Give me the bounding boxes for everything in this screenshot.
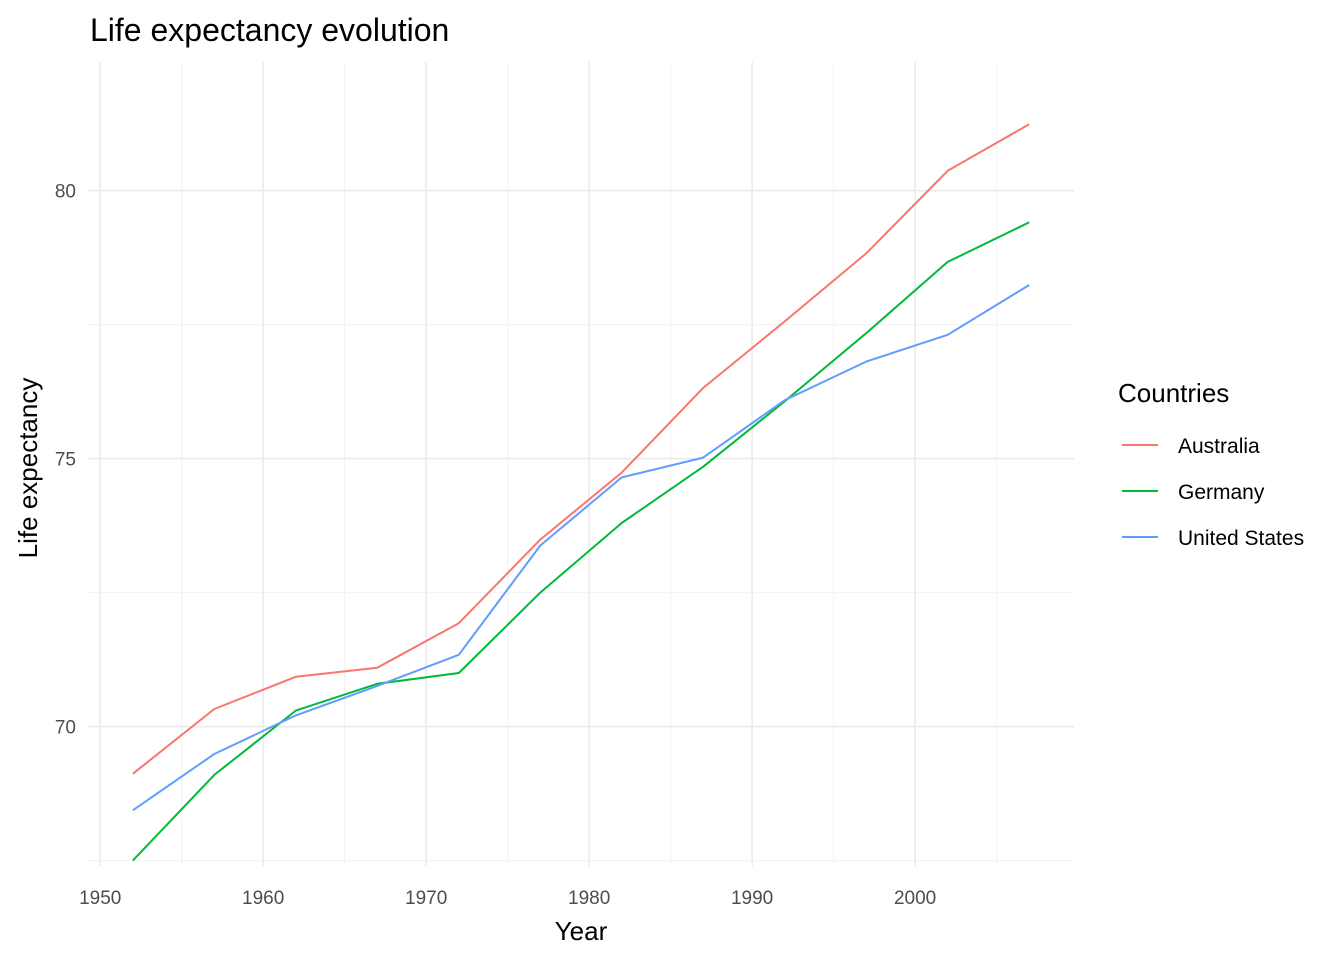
- legend-label: Germany: [1178, 481, 1265, 504]
- series-lines: [132, 123, 1030, 862]
- x-tick-label: 2000: [894, 888, 936, 909]
- x-tick-label: 1980: [568, 888, 610, 909]
- y-tick-label: 80: [55, 182, 76, 203]
- legend-label: United States: [1178, 527, 1304, 550]
- series-line-australia: [132, 123, 1030, 775]
- y-axis-title: Life expectancy: [13, 378, 43, 559]
- legend-title: Countries: [1118, 378, 1229, 408]
- series-line-germany: [132, 221, 1030, 862]
- x-axis-title: Year: [555, 916, 608, 946]
- x-tick-label: 1950: [79, 888, 121, 909]
- chart-title: Life expectancy evolution: [90, 12, 449, 48]
- x-axis-ticks: 1950 1960 1970 1980 1990 2000: [79, 888, 936, 909]
- x-tick-label: 1990: [731, 888, 773, 909]
- legend-items: Australia Germany United States: [1122, 435, 1304, 550]
- y-axis-ticks: 70 75 80: [55, 182, 76, 739]
- legend: Countries Australia Germany United States: [1118, 378, 1304, 550]
- legend-label: Australia: [1178, 435, 1260, 458]
- y-tick-label: 75: [55, 450, 76, 471]
- x-tick-label: 1970: [405, 888, 447, 909]
- plot-grid: [88, 62, 1074, 866]
- series-line-united-states: [132, 284, 1030, 812]
- y-tick-label: 70: [55, 718, 76, 739]
- x-tick-label: 1960: [242, 888, 284, 909]
